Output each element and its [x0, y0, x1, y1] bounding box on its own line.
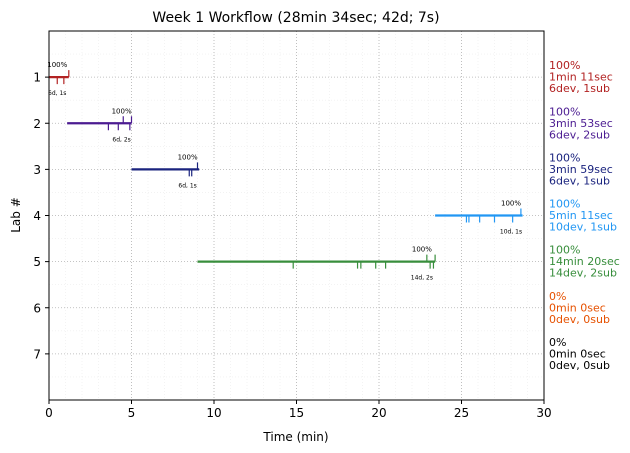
lab-1-summary-line: 100%	[549, 59, 580, 72]
lab-1-summary-line: 1min 11sec	[549, 71, 613, 84]
lab-3-summary-line: 100%	[549, 151, 580, 164]
lab-4-completion-label: 100%	[501, 200, 521, 208]
lab-4-summary-line: 5min 11sec	[549, 209, 613, 222]
lab-5-summary-line: 14min 20sec	[549, 255, 620, 268]
y-tick-label: 3	[33, 163, 41, 177]
lab-2-summary-line: 100%	[549, 105, 580, 118]
lab-7-summary-line: 0%	[549, 336, 566, 349]
lab-5-summary-line: 100%	[549, 244, 580, 257]
x-tick-label: 15	[289, 406, 304, 420]
x-tick-label: 25	[454, 406, 469, 420]
y-tick-label: 2	[33, 117, 41, 131]
lab-2-summary-line: 3min 53sec	[549, 117, 613, 130]
lab-4-count-label: 10d, 1s	[500, 229, 522, 236]
lab-5-summary-line: 14dev, 2sub	[549, 267, 617, 280]
y-axis-label: Lab #	[9, 197, 23, 233]
lab-2-summary-line: 6dev, 2sub	[549, 128, 610, 141]
lab-3-completion-label: 100%	[178, 153, 198, 161]
y-tick-label: 5	[33, 255, 41, 269]
x-axis-label: Time (min)	[262, 430, 328, 444]
y-tick-label: 7	[33, 347, 41, 361]
lab-6-summary-line: 0min 0sec	[549, 301, 606, 314]
lab-1-count-label: 6d, 1s	[48, 90, 66, 97]
lab-2-count-label: 6d, 2s	[112, 136, 130, 143]
x-tick-label: 5	[128, 406, 136, 420]
lab-4-summary-line: 10dev, 1sub	[549, 221, 617, 234]
lab-3-count-label: 6d, 1s	[178, 182, 196, 189]
lab-2-completion-label: 100%	[112, 107, 132, 115]
lab-1-completion-label: 100%	[47, 61, 67, 69]
lab-1-summary-line: 6dev, 1sub	[549, 82, 610, 95]
lab-4-summary-line: 100%	[549, 198, 580, 211]
lab-7-summary-line: 0dev, 0sub	[549, 359, 610, 372]
x-tick-label: 0	[45, 406, 53, 420]
y-tick-label: 6	[33, 301, 41, 315]
x-tick-label: 20	[371, 406, 386, 420]
x-tick-label: 10	[206, 406, 221, 420]
lab-5-count-label: 14d, 2s	[411, 275, 433, 282]
lab-6-summary-line: 0%	[549, 290, 566, 303]
x-tick-label: 30	[536, 406, 551, 420]
lab-7-summary-line: 0min 0sec	[549, 347, 606, 360]
chart-title: Week 1 Workflow (28min 34sec; 42d; 7s)	[152, 10, 439, 26]
timeline-marks: 100% 6d, 1s 100% 6d, 2s 100% 6d, 1s 100% 10d, 1…	[47, 61, 523, 282]
lab-3-summary-line: 6dev, 1sub	[549, 174, 610, 187]
y-tick-label: 1	[33, 71, 41, 85]
lab-3-summary-line: 3min 59sec	[549, 163, 613, 176]
lab-5-completion-label: 100%	[412, 246, 432, 254]
axes: 0 5 10 15 20 25 30 1 2 3 4 5 6 7	[33, 71, 551, 420]
lab-6-summary-line: 0dev, 0sub	[549, 313, 610, 326]
y-tick-label: 4	[33, 209, 41, 223]
